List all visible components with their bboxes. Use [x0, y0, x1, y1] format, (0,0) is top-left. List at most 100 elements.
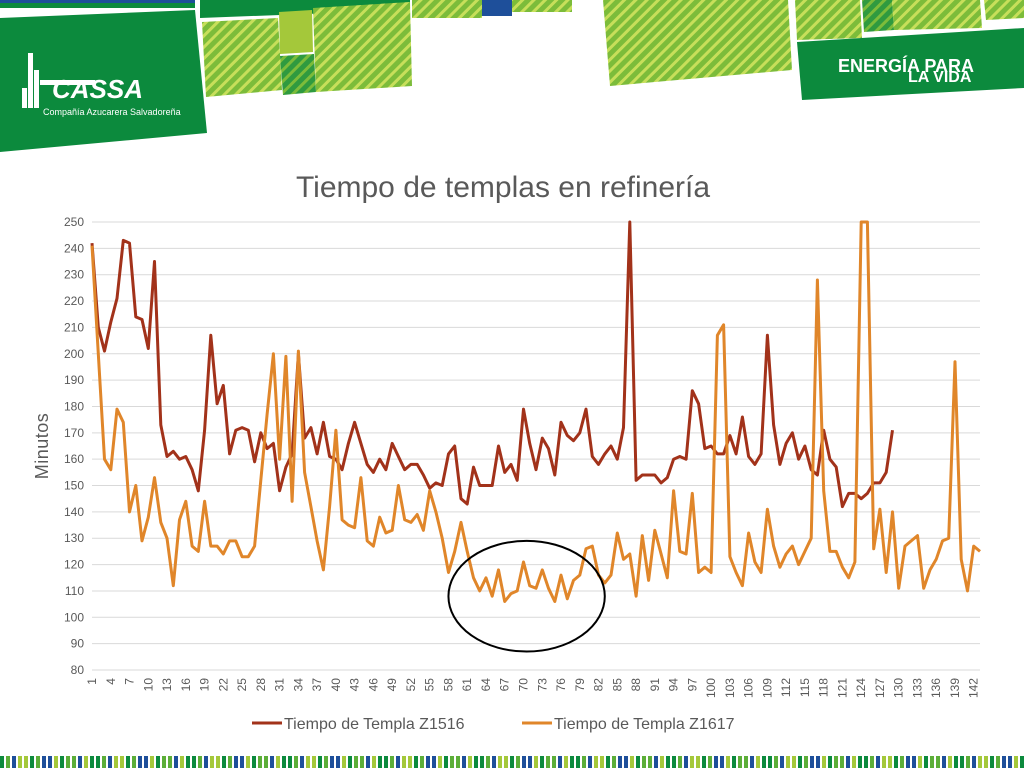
footer-bar	[240, 756, 244, 768]
chart-title: Tiempo de templas en refinería	[296, 171, 710, 204]
x-tick-label: 19	[198, 678, 212, 692]
legend-label-z1516: Tiempo de Templa Z1516	[284, 716, 465, 733]
footer-bar	[480, 756, 484, 768]
footer-bar	[60, 756, 64, 768]
x-tick-label: 1	[85, 678, 99, 685]
x-tick-label: 106	[742, 678, 756, 698]
highlight-ellipse	[447, 539, 606, 653]
x-tick-label: 118	[817, 678, 831, 697]
x-tick-label: 82	[592, 678, 606, 692]
footer-bar	[90, 756, 94, 768]
x-tick-label: 124	[854, 678, 868, 698]
x-tick-label: 127	[873, 678, 887, 698]
footer-bar	[834, 756, 838, 768]
footer-bar	[744, 756, 748, 768]
footer-bar	[954, 756, 958, 768]
footer-bar	[870, 756, 874, 768]
footer-bar	[540, 756, 544, 768]
footer-bar	[840, 756, 844, 768]
footer-bar	[390, 756, 394, 768]
slogan-line1: ENERGÍA PARA	[838, 55, 974, 76]
footer-bar	[18, 756, 22, 768]
footer-bar	[600, 756, 604, 768]
footer-bar	[516, 756, 520, 768]
footer-bar	[396, 756, 400, 768]
footer-bar	[660, 756, 664, 768]
footer-bar	[108, 756, 112, 768]
footer-bar	[858, 756, 862, 768]
footer-bar	[222, 756, 226, 768]
series-lines	[90, 220, 981, 603]
y-tick-label: 100	[64, 610, 84, 624]
x-tick-label: 46	[366, 678, 380, 692]
footer-bar	[48, 756, 52, 768]
footer-bar	[882, 756, 886, 768]
footer-bar	[1002, 756, 1006, 768]
x-tick-label: 28	[254, 678, 268, 692]
footer-bar	[162, 756, 166, 768]
footer-bar	[216, 756, 220, 768]
series-line-1	[90, 220, 981, 603]
footer-bar	[822, 756, 826, 768]
footer-bar	[264, 756, 268, 768]
footer-bar	[270, 756, 274, 768]
x-tick-label: 115	[798, 678, 812, 697]
header-blue-block	[482, 0, 512, 16]
y-tick-label: 200	[64, 347, 84, 361]
footer-bar	[132, 756, 136, 768]
y-tick-label: 230	[64, 268, 84, 282]
footer-bar	[348, 756, 352, 768]
footer-bar	[768, 756, 772, 768]
footer-bar	[126, 756, 130, 768]
footer-bar	[642, 756, 646, 768]
footer-bar	[474, 756, 478, 768]
footer-bar	[72, 756, 76, 768]
footer-bar	[924, 756, 928, 768]
footer-bar	[180, 756, 184, 768]
footer-bar	[972, 756, 976, 768]
x-tick-label: 13	[160, 678, 174, 692]
footer-bar	[888, 756, 892, 768]
footer-bar	[66, 756, 70, 768]
footer-bar	[798, 756, 802, 768]
x-tick-label: 40	[329, 678, 343, 692]
x-tick-label: 73	[535, 678, 549, 692]
footer-bar	[288, 756, 292, 768]
footer-bar	[282, 756, 286, 768]
footer-bar	[378, 756, 382, 768]
footer-bar	[300, 756, 304, 768]
y-tick-label: 90	[71, 637, 85, 651]
footer-bar	[684, 756, 688, 768]
footer-bar	[438, 756, 442, 768]
footer-strip	[0, 756, 1024, 768]
footer-bar	[456, 756, 460, 768]
footer-bar	[636, 756, 640, 768]
footer-bar	[504, 756, 508, 768]
x-tick-label: 97	[685, 678, 699, 692]
x-tick-label: 58	[441, 678, 455, 692]
footer-bar	[714, 756, 718, 768]
footer-bar	[1008, 756, 1012, 768]
cassa-logo-icon	[22, 53, 95, 108]
footer-bar	[618, 756, 622, 768]
footer-bar	[468, 756, 472, 768]
footer-bar	[294, 756, 298, 768]
footer-bar	[174, 756, 178, 768]
footer-bar	[336, 756, 340, 768]
footer-bar	[966, 756, 970, 768]
x-tick-label: 10	[141, 678, 155, 692]
x-tick-label: 91	[648, 678, 662, 692]
logo-name: CASSA	[52, 74, 143, 104]
footer-bar	[114, 756, 118, 768]
footer-bar	[492, 756, 496, 768]
x-tick-label: 16	[179, 678, 193, 692]
x-tick-label: 70	[516, 678, 530, 692]
footer-bar	[24, 756, 28, 768]
footer-bar	[606, 756, 610, 768]
footer-bar	[54, 756, 58, 768]
footer-bar	[198, 756, 202, 768]
footer-bar	[246, 756, 250, 768]
footer-bar	[498, 756, 502, 768]
footer-bar	[168, 756, 172, 768]
footer-bar	[678, 756, 682, 768]
